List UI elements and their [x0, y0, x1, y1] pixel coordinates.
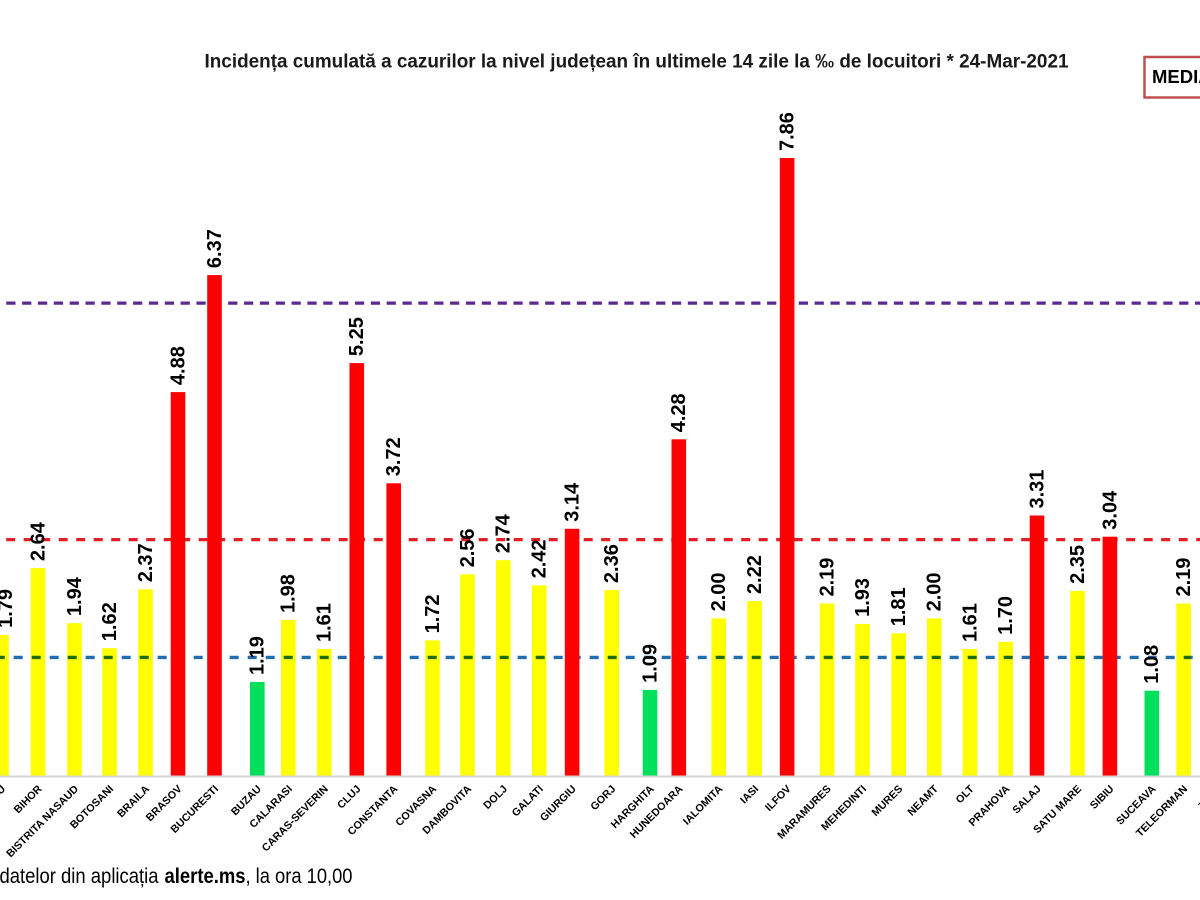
svg-text:1.98: 1.98 [278, 574, 300, 613]
svg-text:3.04: 3.04 [1099, 490, 1121, 530]
svg-text:1.62: 1.62 [99, 602, 121, 641]
svg-text:2.42: 2.42 [529, 539, 551, 578]
svg-text:4.28: 4.28 [668, 393, 690, 432]
svg-text:3.31: 3.31 [1026, 470, 1048, 509]
svg-text:1.81: 1.81 [888, 587, 910, 626]
svg-text:2.35: 2.35 [1067, 545, 1089, 584]
svg-text:2.19: 2.19 [817, 558, 839, 597]
svg-text:, la ora 10,00: , la ora 10,00 [246, 865, 353, 888]
svg-text:5.25: 5.25 [346, 317, 368, 356]
svg-text:datelor din aplicația: datelor din aplicația [0, 865, 159, 888]
svg-text:3.72: 3.72 [383, 437, 405, 476]
svg-text:6.37: 6.37 [204, 229, 226, 268]
svg-text:1.72: 1.72 [422, 594, 444, 633]
svg-text:1.61: 1.61 [959, 603, 981, 642]
svg-text:MEDIA = 3,02: MEDIA = 3,02 [1152, 66, 1200, 87]
svg-text:1.94: 1.94 [64, 576, 86, 616]
svg-text:4.88: 4.88 [167, 346, 189, 385]
svg-text:1.61: 1.61 [314, 603, 336, 642]
svg-text:2.74: 2.74 [493, 513, 515, 553]
svg-text:7.86: 7.86 [777, 112, 799, 151]
svg-text:1.08: 1.08 [1141, 645, 1163, 684]
svg-text:1.70: 1.70 [995, 596, 1017, 635]
svg-text:1.09: 1.09 [639, 644, 661, 683]
svg-text:2.64: 2.64 [27, 521, 49, 561]
svg-text:2.00: 2.00 [924, 572, 946, 611]
svg-text:2.00: 2.00 [708, 572, 730, 611]
svg-text:2.19: 2.19 [1173, 558, 1195, 597]
svg-text:2.37: 2.37 [135, 543, 157, 582]
svg-text:Incidența cumulată a cazurilor: Incidența cumulată a cazurilor la nivel … [205, 51, 1069, 72]
svg-text:3.14: 3.14 [562, 482, 584, 522]
svg-text:1.19: 1.19 [247, 636, 269, 675]
svg-text:1.93: 1.93 [852, 578, 874, 617]
svg-text:2.22: 2.22 [744, 555, 766, 594]
svg-text:1.79: 1.79 [0, 589, 17, 628]
svg-text:alerte.ms: alerte.ms [165, 865, 246, 888]
svg-text:2.56: 2.56 [457, 528, 479, 567]
svg-text:2.36: 2.36 [601, 544, 623, 583]
